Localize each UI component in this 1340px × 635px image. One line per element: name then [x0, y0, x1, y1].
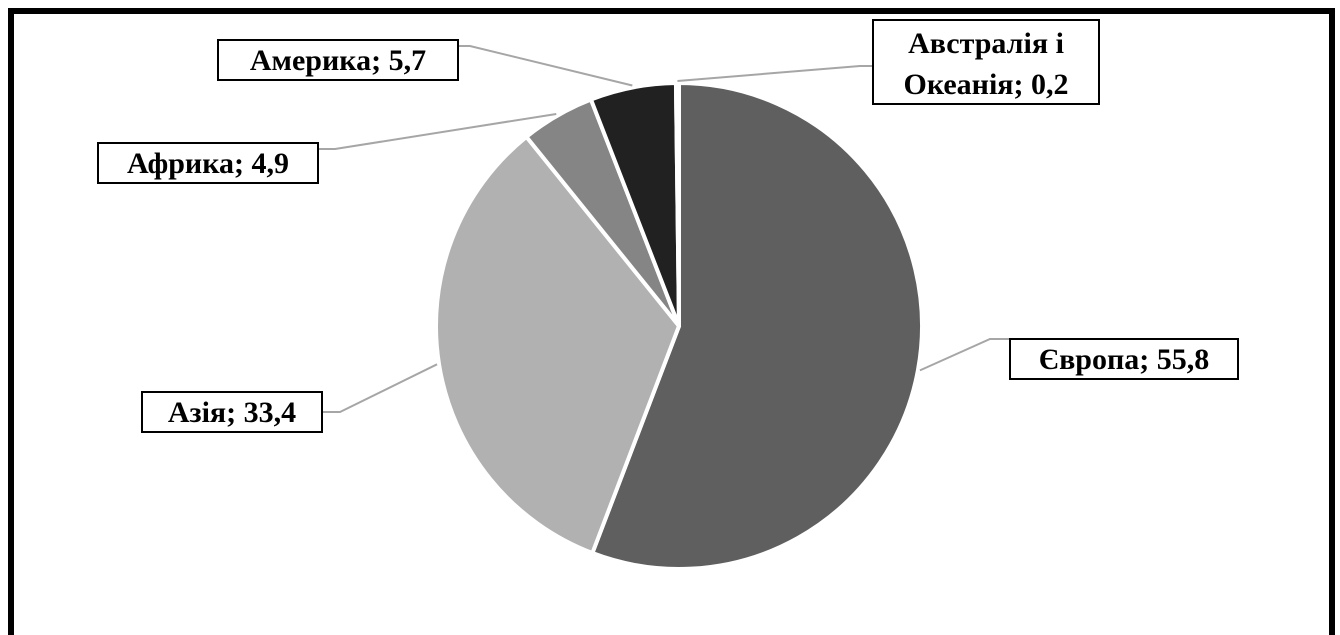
- pie-slice-yevropa: [590, 81, 924, 571]
- pie-slice-avstraliya: [673, 81, 681, 328]
- leader-line-amerika: [458, 45, 633, 87]
- data-label-amerika-text: Америка; 5,7: [250, 44, 426, 77]
- leader-lines: [318, 45, 1010, 413]
- data-label-amerika: Америка; 5,7: [217, 39, 459, 81]
- data-label-afryka-text: Африка; 4,9: [127, 147, 289, 180]
- data-label-yevropa-text: Європа; 55,8: [1039, 343, 1210, 376]
- data-label-avstraliya: Австралія і Океанія; 0,2: [872, 19, 1100, 105]
- pie-slices: [434, 81, 924, 571]
- data-label-avstraliya-line1: Австралія і: [908, 27, 1064, 60]
- pie-slice-aziya: [434, 134, 681, 556]
- chart-border: [8, 8, 1335, 635]
- data-label-avstraliya-line2: Океанія; 0,2: [903, 68, 1068, 101]
- leader-line-avstraliya: [677, 65, 873, 83]
- leader-line-yevropa: [919, 338, 1010, 372]
- leader-line-afryka: [318, 112, 557, 150]
- data-label-yevropa: Європа; 55,8: [1009, 338, 1239, 380]
- data-label-aziya: Азія; 33,4: [141, 391, 323, 433]
- data-label-afryka: Африка; 4,9: [97, 142, 319, 184]
- leader-line-aziya: [322, 363, 438, 413]
- data-label-aziya-text: Азія; 33,4: [168, 396, 296, 429]
